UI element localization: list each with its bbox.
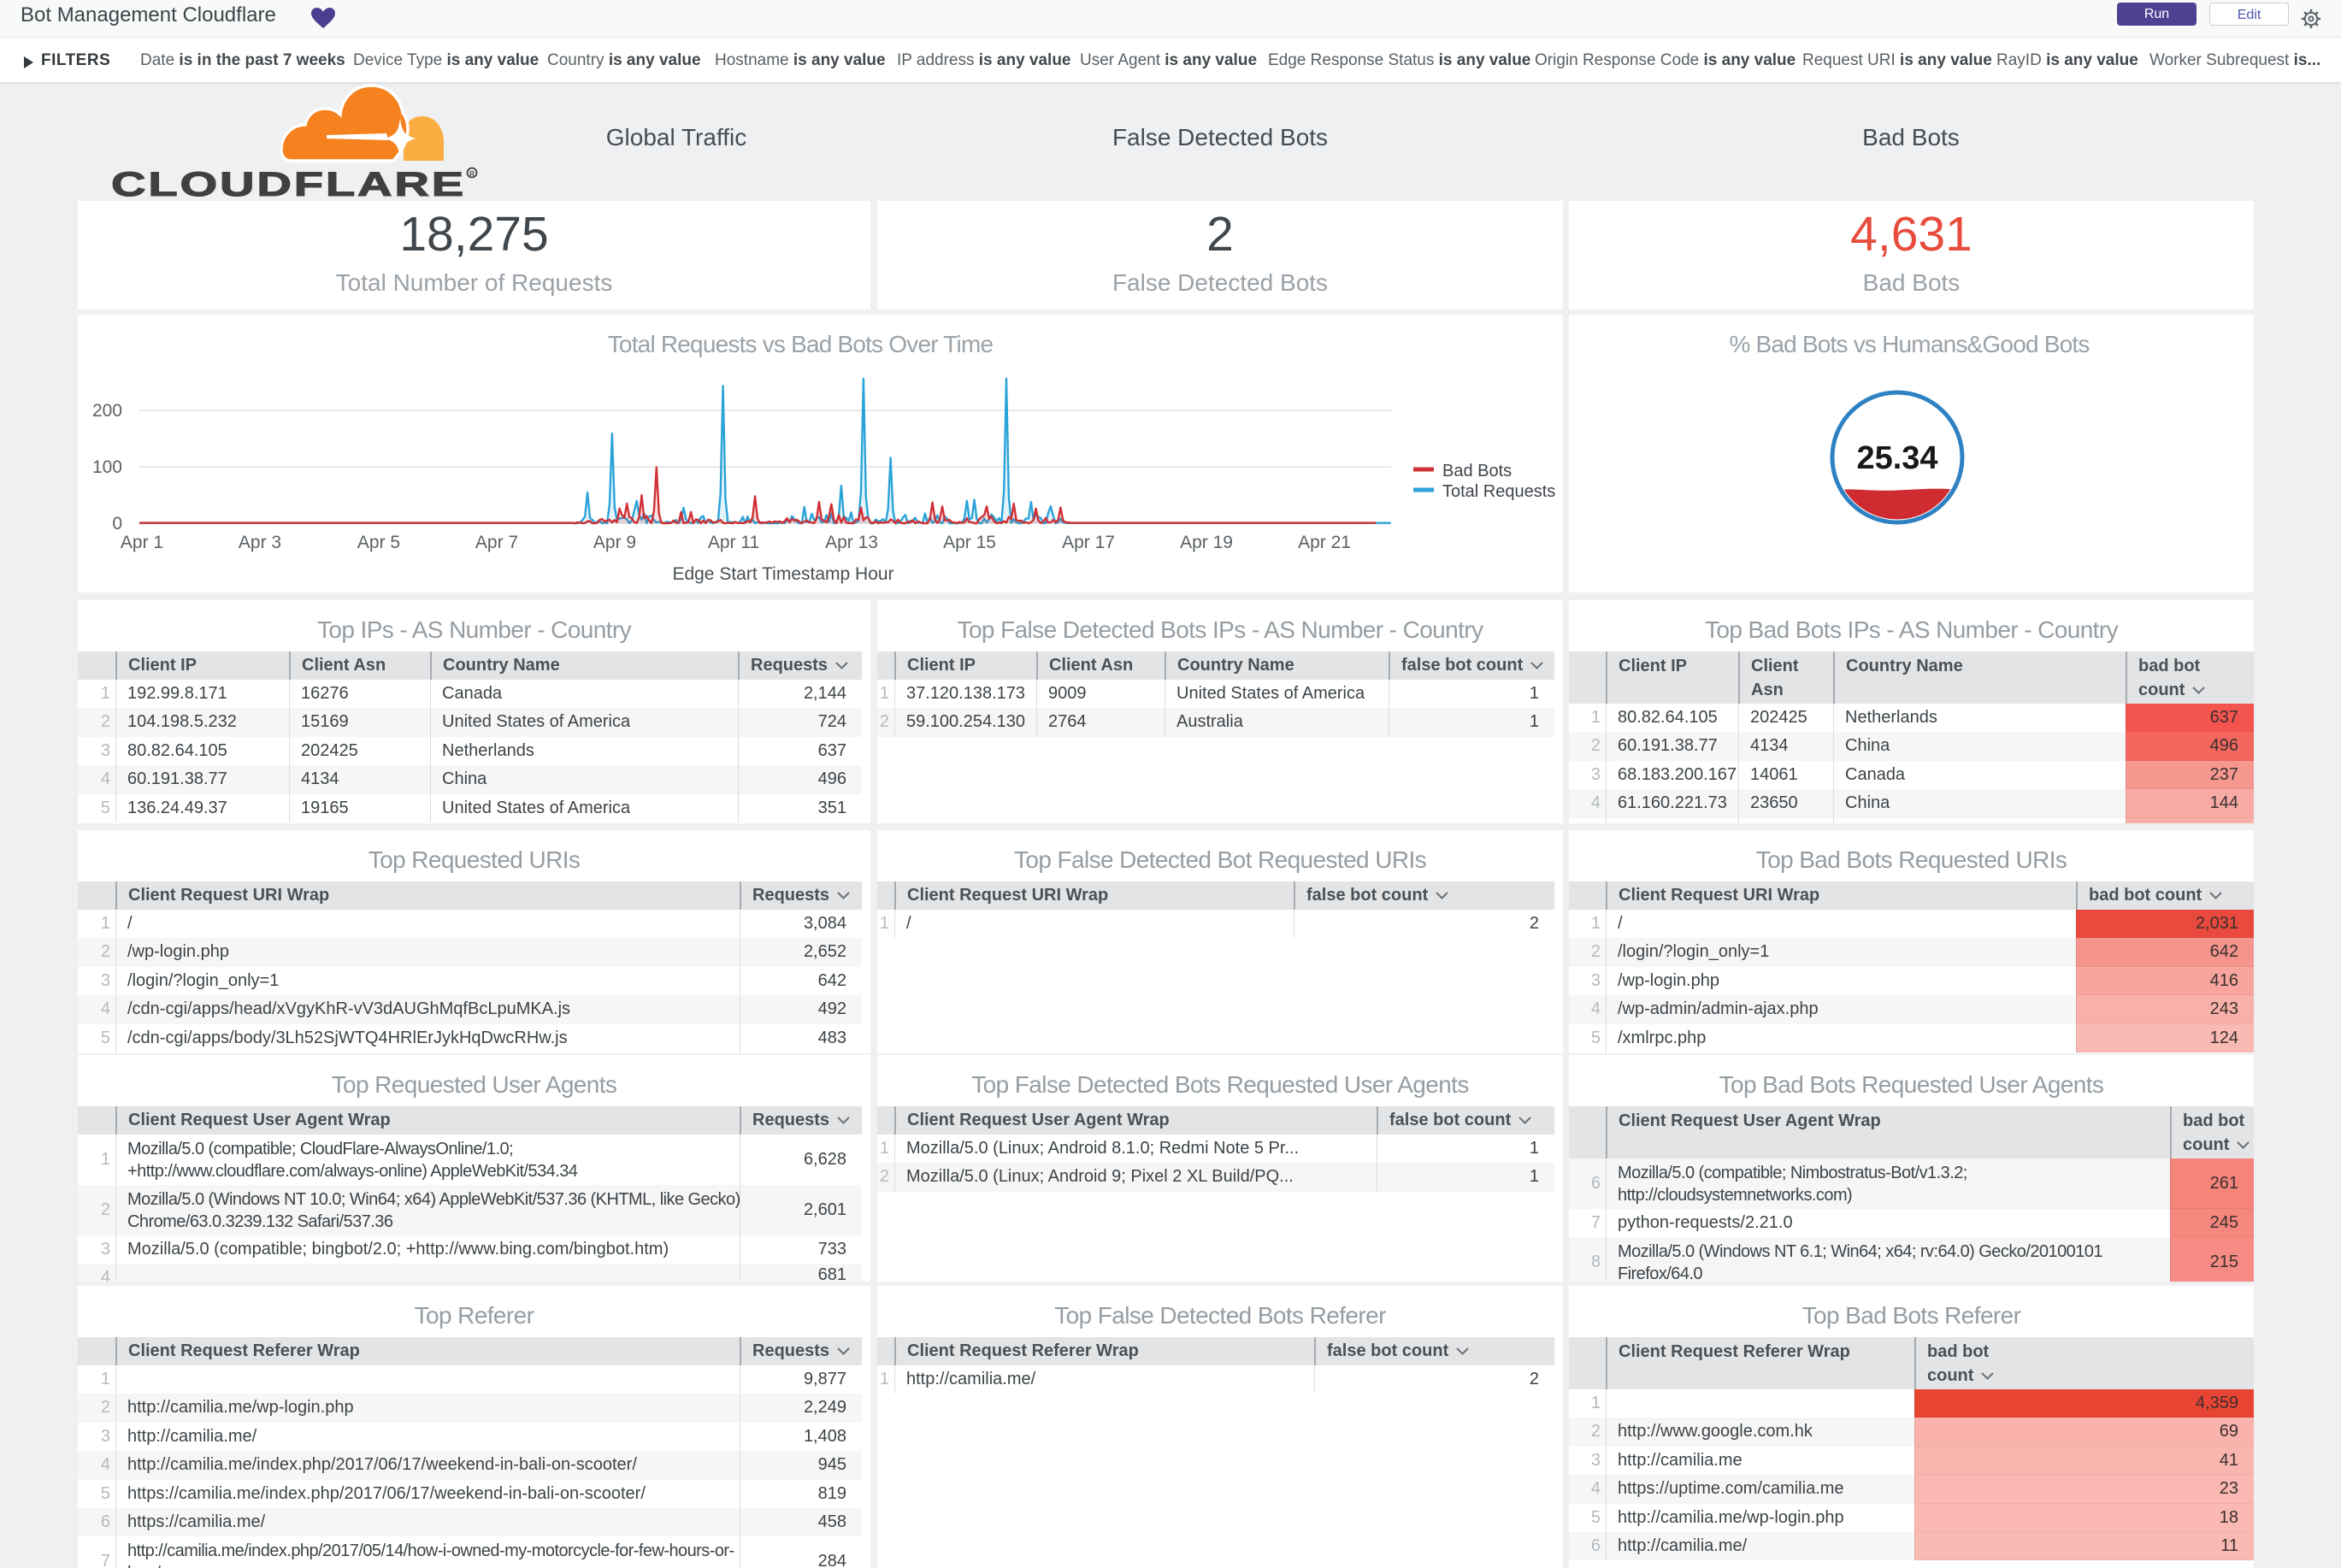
svg-text:Apr 11: Apr 11 [708,533,759,552]
svg-text:% Bad Bots vs Humans&Good Bots: % Bad Bots vs Humans&Good Bots [1729,331,2089,357]
svg-text:0: 0 [112,514,122,533]
svg-text:Total Requests vs Bad Bots Ove: Total Requests vs Bad Bots Over Time [608,331,994,357]
svg-text:Bad Bots: Bad Bots [1442,462,1512,480]
svg-text:Total Requests: Total Requests [1442,482,1555,501]
svg-text:Apr 3: Apr 3 [239,533,281,552]
svg-text:Apr 19: Apr 19 [1180,533,1233,552]
svg-text:Apr 1: Apr 1 [121,533,163,552]
svg-text:Apr 13: Apr 13 [825,533,878,552]
svg-text:CLOUDFLARE: CLOUDFLARE [111,166,466,201]
svg-text:25.34: 25.34 [1856,440,1937,476]
svg-text:Apr 5: Apr 5 [357,533,400,552]
svg-text:Apr 7: Apr 7 [475,533,518,552]
svg-text:R: R [469,170,475,178]
svg-text:Apr 21: Apr 21 [1298,533,1351,552]
svg-text:Edge Start Timestamp Hour: Edge Start Timestamp Hour [672,564,893,584]
svg-text:100: 100 [92,457,122,477]
svg-text:Apr 9: Apr 9 [593,533,636,552]
svg-text:200: 200 [92,401,122,421]
svg-text:Apr 15: Apr 15 [943,533,996,552]
svg-text:Apr 17: Apr 17 [1062,533,1115,552]
